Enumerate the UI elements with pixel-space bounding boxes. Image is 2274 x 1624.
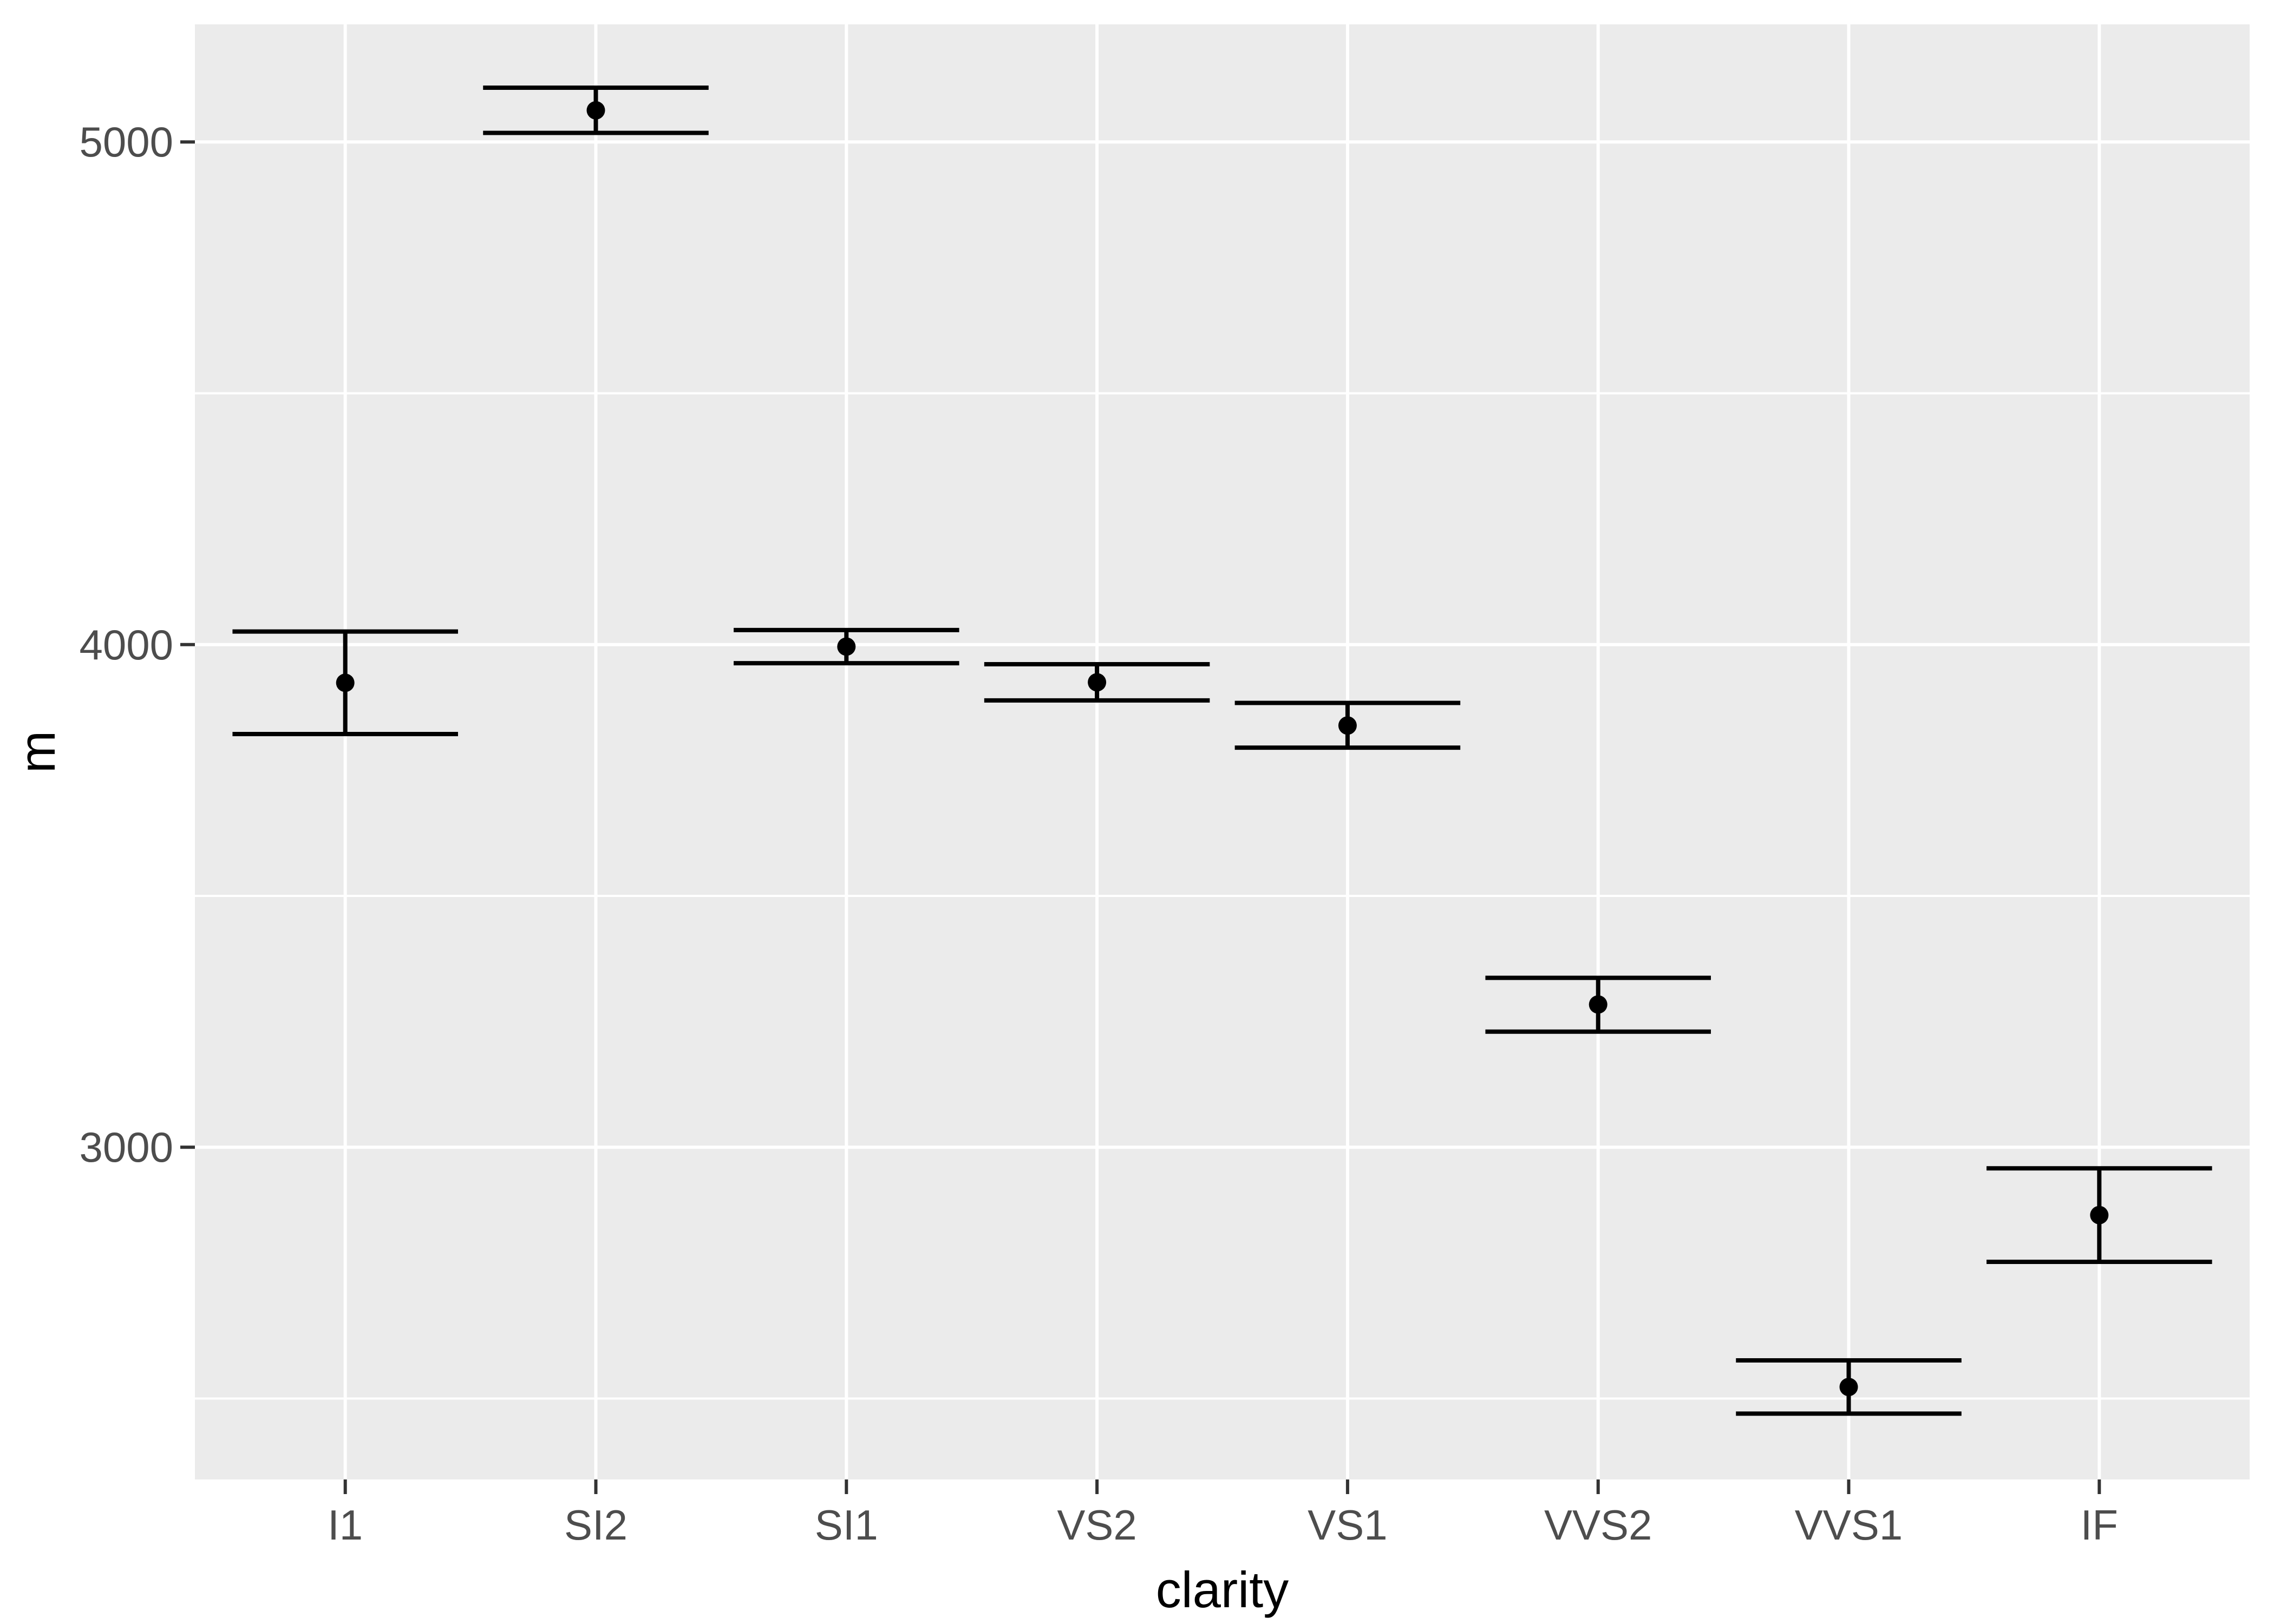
point-VS2: [1088, 673, 1107, 692]
point-SI1: [837, 637, 856, 656]
panel-background: [195, 24, 2250, 1479]
x-tick-label: IF: [2080, 1501, 2118, 1549]
x-tick-label: VVS2: [1544, 1501, 1652, 1549]
x-tick-label: VS1: [1308, 1501, 1388, 1549]
x-axis-title: clarity: [1155, 1561, 1289, 1618]
point-VVS2: [1589, 995, 1608, 1014]
y-tick-label: 4000: [79, 620, 173, 669]
x-tick-label: VVS1: [1794, 1501, 1903, 1549]
x-tick-label: I1: [328, 1501, 363, 1549]
point-IF: [2090, 1206, 2109, 1224]
point-VVS1: [1839, 1378, 1858, 1397]
x-tick-label: VS2: [1057, 1501, 1137, 1549]
point-VS1: [1338, 716, 1357, 735]
x-tick-label: SI1: [814, 1501, 878, 1549]
y-axis-title: m: [9, 730, 66, 774]
x-tick-label: SI2: [564, 1501, 628, 1549]
y-tick-label: 5000: [79, 118, 173, 166]
point-SI2: [586, 101, 605, 120]
y-tick-label: 3000: [79, 1123, 173, 1171]
point-I1: [336, 673, 355, 692]
